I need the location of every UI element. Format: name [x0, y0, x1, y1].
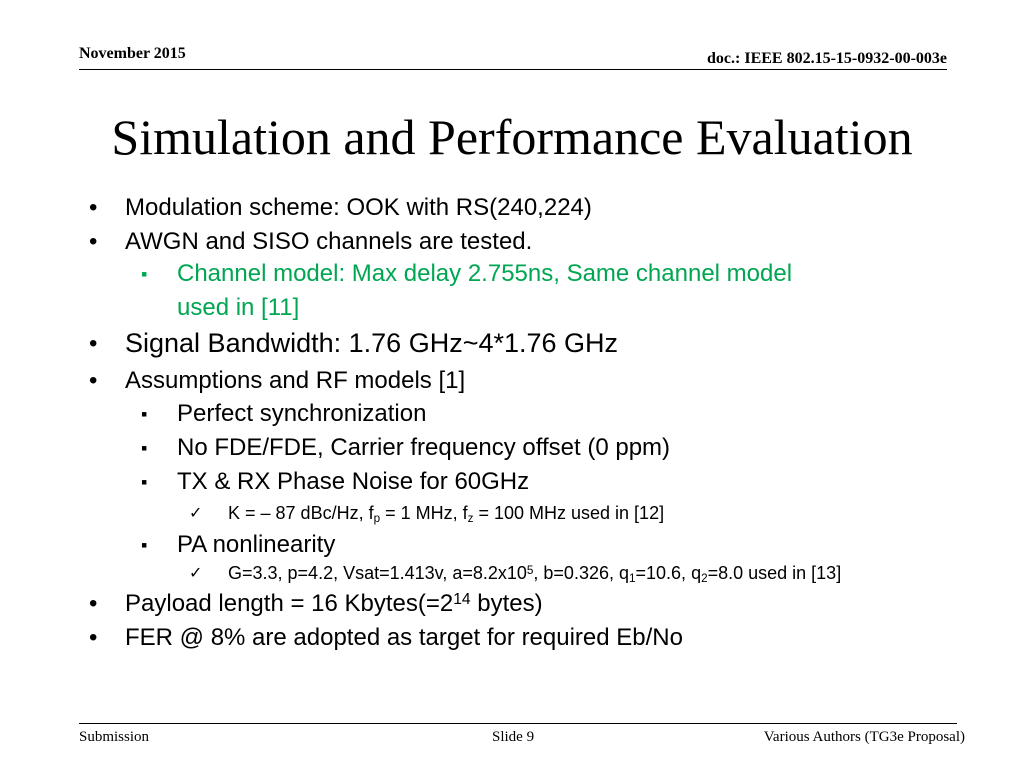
subbullet-phase-noise: TX & RX Phase Noise for 60GHz	[177, 468, 530, 495]
subbullet-marker: ▪	[141, 535, 148, 555]
check-icon: ✓	[189, 505, 203, 522]
check-icon: ✓	[189, 565, 203, 582]
bullet-assumptions: Assumptions and RF models [1]	[125, 367, 466, 394]
header-doc-id: doc.: IEEE 802.15-15-0932-00-003e	[707, 50, 947, 67]
bullet-marker: •	[89, 228, 98, 255]
subbullet-marker: ▪	[141, 472, 148, 492]
slide-title: Simulation and Performance Evaluation	[111, 109, 913, 165]
bullet-marker: •	[89, 624, 98, 651]
subbullet-sync: Perfect synchronization	[177, 400, 427, 427]
header-date: November 2015	[79, 45, 186, 62]
footer-submission: Submission	[79, 729, 150, 745]
bullet-awgn: AWGN and SISO channels are tested.	[125, 228, 533, 255]
bullet-payload: Payload length = 16 Kbytes(=214 bytes)	[125, 590, 543, 617]
header-divider	[79, 69, 947, 70]
detail-phase-noise: K = – 87 dBc/Hz, fp = 1 MHz, fz = 100 MH…	[228, 503, 665, 525]
subbullet-marker: ▪	[141, 404, 148, 424]
subbullet-marker: ▪	[141, 264, 148, 284]
subbullet-channel-model-line2: used in [11]	[177, 294, 300, 321]
bullet-modulation: Modulation scheme: OOK with RS(240,224)	[125, 194, 592, 221]
bullet-marker: •	[89, 194, 98, 221]
footer-slide-number: Slide 9	[492, 729, 535, 745]
bullet-fer: FER @ 8% are adopted as target for requi…	[125, 624, 683, 651]
subbullet-marker: ▪	[141, 438, 148, 458]
footer-authors: Various Authors (TG3e Proposal)	[763, 729, 965, 745]
bullet-bandwidth: Signal Bandwidth: 1.76 GHz~4*1.76 GHz	[125, 328, 619, 358]
detail-pa: G=3.3, p=4.2, Vsat=1.413v, a=8.2x105, b=…	[228, 563, 842, 585]
bullet-marker: •	[89, 330, 98, 357]
footer-divider	[79, 723, 957, 724]
bullet-marker: •	[89, 590, 98, 617]
subbullet-fde: No FDE/FDE, Carrier frequency offset (0 …	[177, 434, 671, 461]
bullet-marker: •	[89, 367, 98, 394]
subbullet-pa: PA nonlinearity	[177, 531, 336, 558]
subbullet-channel-model-line1: Channel model: Max delay 2.755ns, Same c…	[177, 260, 793, 287]
